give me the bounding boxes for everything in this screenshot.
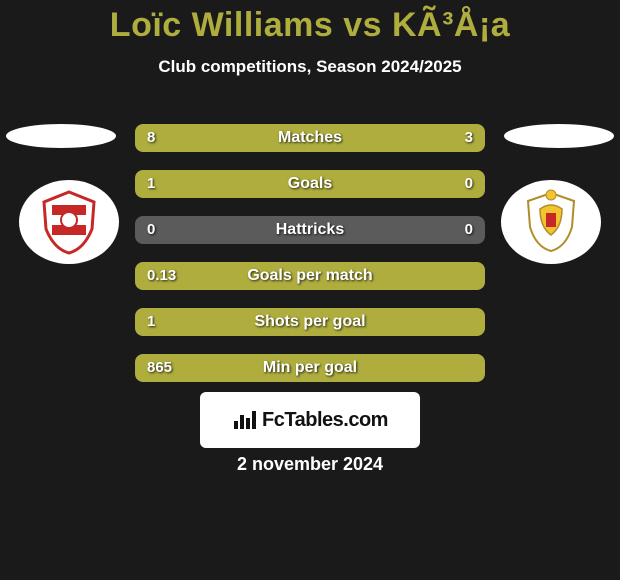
stat-label: Hattricks	[135, 216, 485, 244]
bar-right-fill	[394, 170, 485, 198]
bar-left-fill	[135, 124, 391, 152]
bar-left-fill	[135, 308, 485, 336]
stat-row: Shots per goal1	[135, 308, 485, 336]
date-label: 2 november 2024	[0, 454, 620, 475]
bar-left-fill	[135, 354, 485, 382]
stat-row: Matches83	[135, 124, 485, 152]
stat-row: Goals per match0.13	[135, 262, 485, 290]
comparison-infographic: Loïc Williams vs KÃ³Å¡a Club competition…	[0, 0, 620, 580]
brand-text: FcTables.com	[262, 409, 388, 432]
shadow-ellipse-left	[6, 124, 116, 148]
stat-row: Goals10	[135, 170, 485, 198]
zaragoza-crest-icon	[516, 187, 586, 257]
bar-chart-icon	[232, 407, 258, 433]
stat-value-right: 0	[465, 216, 473, 244]
club-crest-right	[501, 180, 601, 264]
bar-right-fill	[390, 124, 485, 152]
stat-value-left: 0	[147, 216, 155, 244]
stat-row: Hattricks0 0	[135, 216, 485, 244]
brand-badge: FcTables.com	[200, 392, 420, 448]
shadow-ellipse-right	[504, 124, 614, 148]
page-subtitle: Club competitions, Season 2024/2025	[0, 57, 620, 77]
bar-left-fill	[135, 262, 485, 290]
bar-left-fill	[135, 170, 394, 198]
club-crest-left	[19, 180, 119, 264]
stat-row: Min per goal865	[135, 354, 485, 382]
page-title: Loïc Williams vs KÃ³Å¡a	[0, 0, 620, 45]
stat-bars-container: Matches83 Goals10 Hattricks0 0 Goals per mat…	[135, 124, 485, 400]
granada-crest-icon	[34, 187, 104, 257]
